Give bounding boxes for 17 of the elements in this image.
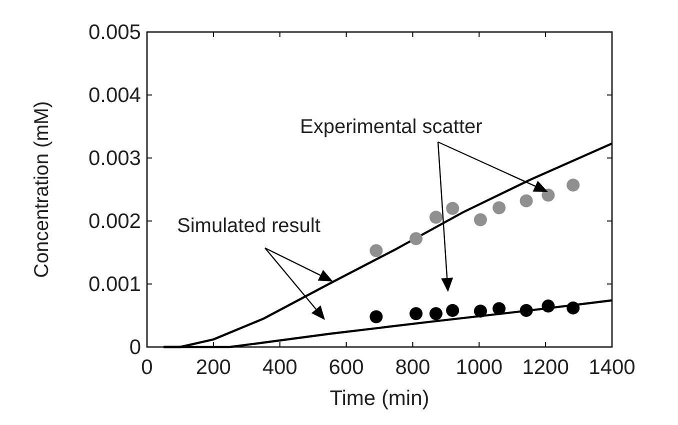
y-tick-label: 0	[129, 336, 141, 359]
x-tick-label: 1400	[588, 356, 636, 379]
x-tick-label: 1000	[456, 356, 502, 379]
x-axis-title: Time (min)	[330, 387, 430, 410]
y-tick-label: 0.001	[88, 273, 141, 296]
y-tick-label: 0.002	[88, 210, 141, 233]
y-tick-label: 0.004	[88, 84, 142, 107]
x-tick-label: 600	[328, 356, 364, 379]
annotation: Experimental scatter	[300, 116, 483, 138]
annotation: Simulated result	[177, 215, 321, 237]
x-tick-label: 200	[196, 356, 231, 379]
x-tick-label: 1200	[522, 356, 569, 379]
y-tick-label: 0.005	[88, 21, 141, 44]
y-tick-label: 0.003	[88, 147, 141, 170]
y-axis-title: Concentration (mM)	[31, 101, 53, 278]
x-tick-label: 800	[395, 356, 430, 379]
x-tick-label: 400	[262, 356, 298, 379]
